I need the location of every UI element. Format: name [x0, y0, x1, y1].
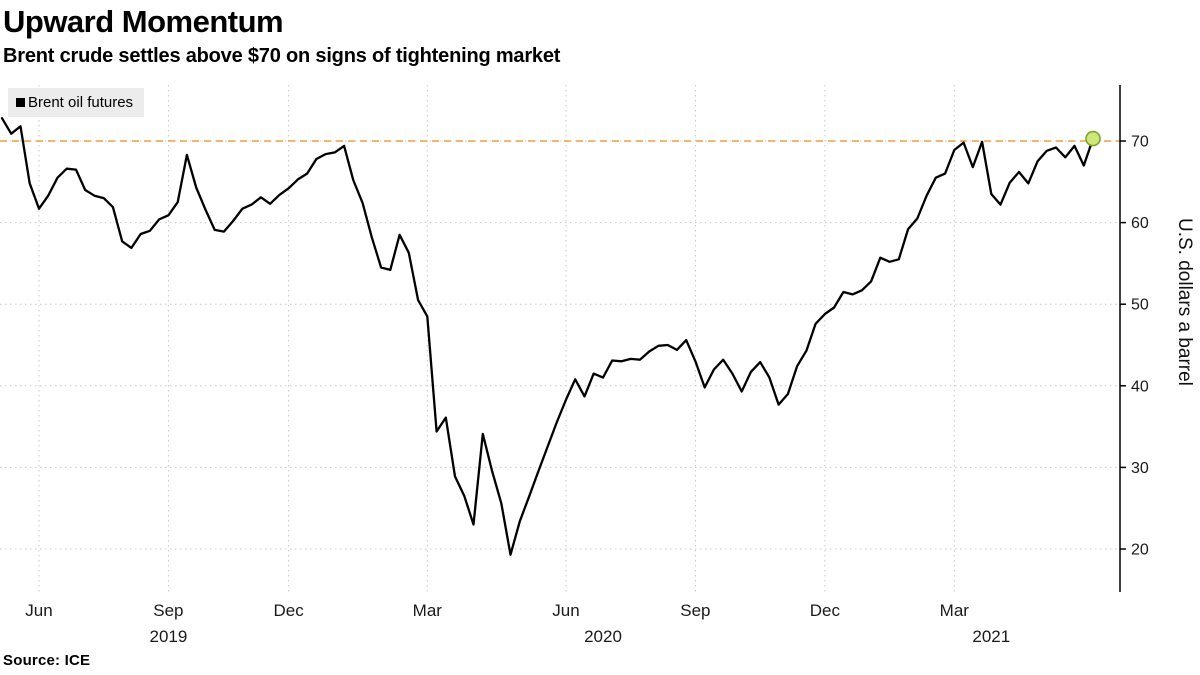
x-year-label: 2020 — [584, 627, 622, 646]
last-price-marker — [1085, 130, 1101, 147]
y-tick-label: 70 — [1131, 134, 1149, 151]
legend-series-marker-icon — [16, 98, 25, 107]
y-axis-title: U.S. dollars a barrel — [1174, 218, 1195, 386]
x-tick-label: Mar — [940, 601, 970, 620]
chart-title: Upward Momentum — [3, 4, 284, 39]
legend: Brent oil futures — [8, 88, 145, 117]
x-year-label: 2019 — [149, 627, 187, 646]
y-tick-label: 60 — [1131, 215, 1149, 232]
y-tick-label: 50 — [1131, 297, 1149, 314]
x-tick-label: Mar — [413, 601, 443, 620]
x-year-label: 2021 — [972, 627, 1010, 646]
x-tick-label: Jun — [25, 601, 52, 620]
x-tick-label: Jun — [552, 601, 579, 620]
x-tick-label: Sep — [153, 601, 183, 620]
price-line — [0, 117, 1095, 556]
x-tick-label: Dec — [810, 601, 841, 620]
chart-subtitle: Brent crude settles above $70 on signs o… — [3, 45, 561, 67]
y-tick-label: 30 — [1131, 460, 1149, 477]
source-note: Source: ICE — [3, 652, 91, 669]
x-tick-label: Sep — [680, 601, 710, 620]
legend-series-label: Brent oil futures — [28, 94, 134, 111]
price-chart: 20 30 40 50 60 70 Jun Sep Dec Mar Jun Sep Dec Mar 2019… — [0, 85, 1149, 646]
y-tick-label: 40 — [1131, 378, 1149, 395]
y-tick-label: 20 — [1131, 542, 1149, 559]
x-tick-label: Dec — [273, 601, 304, 620]
